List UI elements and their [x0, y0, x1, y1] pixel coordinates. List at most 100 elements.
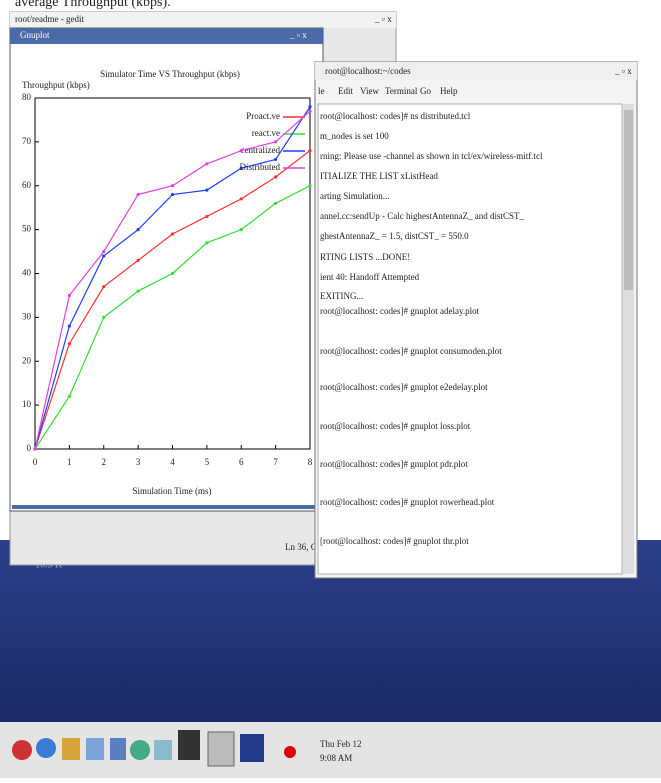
x-tick-label: 0 — [33, 457, 38, 467]
window-controls[interactable]: _ ▫ x — [614, 66, 632, 76]
point — [308, 110, 311, 113]
icon[interactable] — [178, 730, 200, 760]
icon[interactable] — [62, 738, 80, 760]
legend-label: Proact.ve — [246, 111, 280, 121]
gnuplot-window — [10, 28, 323, 511]
x-tick-label: 1 — [67, 457, 72, 467]
menu-item[interactable]: View — [360, 86, 379, 96]
point — [33, 447, 36, 450]
caption: average Throughput (kbps). — [15, 0, 171, 10]
y-tick-label: 10 — [22, 399, 32, 409]
terminal-line: arting Simulation... — [320, 191, 390, 201]
point — [137, 228, 140, 231]
point — [308, 105, 311, 108]
menu-item[interactable]: Edit — [338, 86, 353, 96]
gedit-status: Ln 36, C — [285, 542, 317, 552]
legend-label: react.ve — [252, 128, 280, 138]
point — [205, 241, 208, 244]
point — [205, 162, 208, 165]
terminal-line: RTING LISTS ...DONE! — [320, 252, 410, 262]
icon[interactable] — [240, 734, 264, 762]
x-tick-label: 2 — [102, 457, 107, 467]
point — [274, 175, 277, 178]
gnuplot-bottom — [12, 505, 322, 509]
menu-item[interactable]: Terminal — [385, 86, 418, 96]
point — [308, 184, 311, 187]
terminal-line: ient 40: Handoff Attempted — [320, 272, 420, 282]
x-tick-label: 4 — [170, 457, 175, 467]
point — [240, 228, 243, 231]
window-controls[interactable]: _ ▫ x — [289, 30, 307, 40]
y-axis-label: Throughput (kbps) — [22, 80, 90, 90]
terminal-line: ITIALIZE THE LIST xListHead — [320, 171, 438, 181]
y-tick-label: 50 — [22, 224, 32, 234]
chart-title: Simulator Time VS Throughput (kbps) — [100, 69, 240, 79]
taskbar-time: 9:08 AM — [320, 753, 352, 763]
point — [137, 259, 140, 262]
page: {"page_caption": "average Throughput (kb… — [0, 0, 661, 778]
point — [308, 149, 311, 152]
legend-label: Distributed — [240, 162, 281, 172]
icon[interactable] — [110, 738, 126, 760]
x-tick-label: 8 — [308, 457, 313, 467]
terminal-line: root@localhost: codes]# gnuplot consumod… — [320, 346, 502, 356]
icon[interactable] — [130, 740, 150, 760]
point — [171, 232, 174, 235]
window-controls[interactable]: _ ▫ x — [374, 14, 392, 24]
menu-item[interactable]: le — [318, 86, 325, 96]
y-tick-label: 30 — [22, 311, 32, 321]
screen: average Throughput (kbps). 10.3 K root/r… — [0, 0, 661, 778]
point — [274, 158, 277, 161]
terminal-line: m_nodes is set 100 — [320, 131, 389, 141]
terminal-line: root@localhost: codes]# ns distributed.t… — [320, 111, 471, 121]
icon[interactable] — [284, 746, 296, 758]
terminal-line: [root@localhost: codes]# gnuplot thr.plo… — [320, 536, 469, 546]
y-tick-label: 60 — [22, 180, 32, 190]
icon[interactable] — [12, 740, 32, 760]
gnuplot-title: Gnuplot — [20, 30, 50, 40]
y-tick-label: 80 — [22, 92, 32, 102]
x-tick-label: 5 — [205, 457, 210, 467]
taskbar-date: Thu Feb 12 — [320, 739, 362, 749]
x-tick-label: 7 — [273, 457, 278, 467]
point — [68, 325, 71, 328]
point — [171, 184, 174, 187]
terminal-line: root@localhost: codes]# gnuplot rowerhea… — [320, 497, 495, 507]
menu-item[interactable]: Help — [440, 86, 458, 96]
y-tick-label: 70 — [22, 136, 32, 146]
terminal-line: root@localhost: codes]# gnuplot e2edelay… — [320, 382, 488, 392]
point — [102, 250, 105, 253]
gnuplot-titlebar — [10, 28, 323, 44]
point — [274, 202, 277, 205]
terminal-line: rning: Please use -channel as shown in t… — [320, 151, 543, 161]
menu-item[interactable]: Go — [420, 86, 431, 96]
point — [102, 285, 105, 288]
icon[interactable] — [154, 740, 172, 760]
y-tick-label: 40 — [22, 268, 32, 278]
icon[interactable] — [36, 738, 56, 758]
point — [68, 395, 71, 398]
icon[interactable] — [208, 732, 234, 766]
scroll-thumb[interactable] — [624, 110, 633, 290]
point — [137, 289, 140, 292]
point — [137, 193, 140, 196]
point — [205, 215, 208, 218]
legend-label: centralized — [241, 145, 281, 155]
point — [205, 189, 208, 192]
point — [274, 140, 277, 143]
point — [240, 149, 243, 152]
point — [68, 342, 71, 345]
terminal-line: ghestAntennaZ_ = 1.5, distCST_ = 550.0 — [320, 231, 469, 241]
terminal-line: root@localhost: codes]# gnuplot pdr.plot — [320, 459, 468, 469]
point — [240, 197, 243, 200]
icon[interactable] — [86, 738, 104, 760]
terminal-line: root@localhost: codes]# gnuplot loss.plo… — [320, 421, 471, 431]
x-axis-label: Simulation Time (ms) — [132, 486, 211, 496]
point — [68, 294, 71, 297]
terminal-line: annel.cc:sendUp - Calc highestAntennaZ_ … — [320, 211, 524, 221]
x-tick-label: 6 — [239, 457, 244, 467]
gedit-title: root/readme - gedit — [15, 14, 84, 24]
terminal-title: root@localhost:~/codes — [325, 66, 411, 76]
terminal-line: root@localhost: codes]# gnuplot adelay.p… — [320, 306, 480, 316]
point — [171, 272, 174, 275]
